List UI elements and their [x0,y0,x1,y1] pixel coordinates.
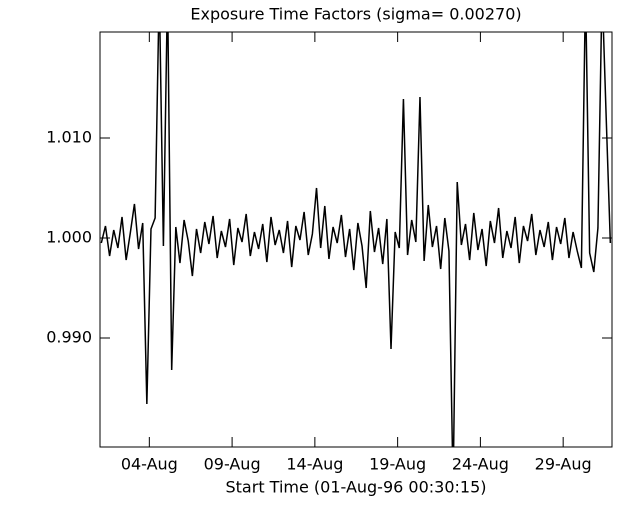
data-line [100,32,612,447]
x-tick-label: 04-Aug [121,455,178,474]
y-tick-label: 1.010 [46,128,92,147]
x-tick-label: 29-Aug [535,455,592,474]
y-tick-label: 1.000 [46,228,92,247]
x-tick-label: 09-Aug [204,455,261,474]
x-axis-label: Start Time (01-Aug-96 00:30:15) [226,478,487,497]
chart-title: Exposure Time Factors (sigma= 0.00270) [190,5,521,24]
x-tick-label: 14-Aug [286,455,343,474]
x-tick-label: 19-Aug [369,455,426,474]
plot-frame [99,31,613,448]
y-tick-label: 0.990 [46,328,92,347]
x-tick-label: 24-Aug [452,455,509,474]
